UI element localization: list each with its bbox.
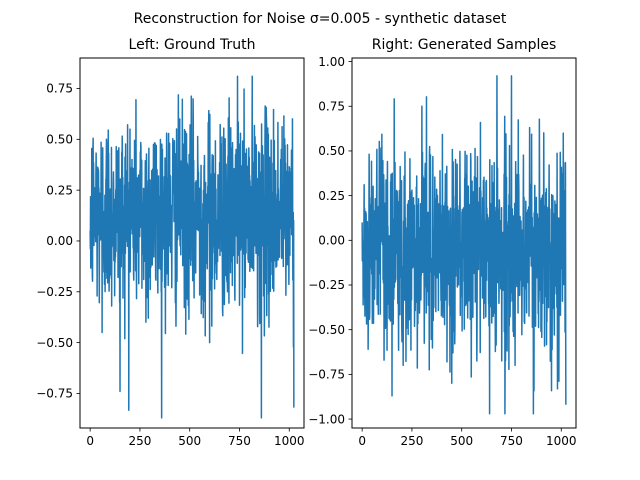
right-series-line (361, 75, 567, 415)
right-x-tick-label: 500 (450, 434, 473, 448)
left-x-ticks: 0 250 500 750 1000 (86, 428, 305, 448)
left-y-tick-label: 0.50 (46, 133, 73, 147)
right-y-ticks: −1.00 −0.75 −0.50 −0.25 0.00 0.25 0.50 0.75 1.00 (308, 55, 352, 426)
right-y-tick-label: 0.75 (318, 99, 345, 113)
right-y-tick-label: 0.50 (318, 144, 345, 158)
left-y-ticks: −0.75 −0.50 −0.25 0.00 0.25 0.50 0.75 (36, 82, 80, 401)
left-x-tick-label: 250 (128, 434, 151, 448)
left-y-tick-label: 0.25 (46, 183, 73, 197)
left-y-tick-label: 0.00 (46, 234, 73, 248)
left-y-tick-label: 0.75 (46, 82, 73, 96)
right-plot-area (361, 75, 567, 415)
right-y-tick-label: 1.00 (318, 55, 345, 69)
right-y-tick-label: −1.00 (308, 412, 345, 426)
left-x-tick-label: 0 (86, 434, 94, 448)
left-y-tick-label: −0.75 (36, 387, 73, 401)
right-x-tick-label: 250 (400, 434, 423, 448)
left-y-tick-label: −0.25 (36, 285, 73, 299)
left-x-tick-label: 500 (178, 434, 201, 448)
right-x-tick-label: 0 (358, 434, 366, 448)
left-y-tick-label: −0.50 (36, 336, 73, 350)
right-y-tick-label: 0.00 (318, 234, 345, 248)
left-axes-frame (79, 57, 305, 429)
left-x-tick-label: 750 (228, 434, 251, 448)
right-axes-title: Right: Generated Samples (372, 37, 557, 53)
left-axes: Left: Ground Truth 0 250 500 750 1000 −0.75−… (36, 37, 304, 448)
left-plot-area (89, 75, 295, 419)
right-y-tick-label: 0.25 (318, 189, 345, 203)
right-y-tick-label: −0.75 (308, 368, 345, 382)
right-y-tick-label: −0.50 (308, 323, 345, 337)
figure-suptitle: Reconstruction for Noise σ=0.005 - synth… (134, 11, 507, 27)
right-y-tick-label: −0.25 (308, 278, 345, 292)
right-x-ticks: 0 250 500 750 1000 (358, 428, 577, 448)
right-axes: Right: Generated Samples 0 250 500 750 1000 … (308, 37, 576, 448)
right-x-tick-label: 1000 (546, 434, 577, 448)
left-axes-title: Left: Ground Truth (129, 37, 256, 53)
left-x-tick-label: 1000 (274, 434, 305, 448)
right-axes-frame (351, 57, 577, 429)
right-x-tick-label: 750 (500, 434, 523, 448)
left-series-line (89, 75, 295, 419)
